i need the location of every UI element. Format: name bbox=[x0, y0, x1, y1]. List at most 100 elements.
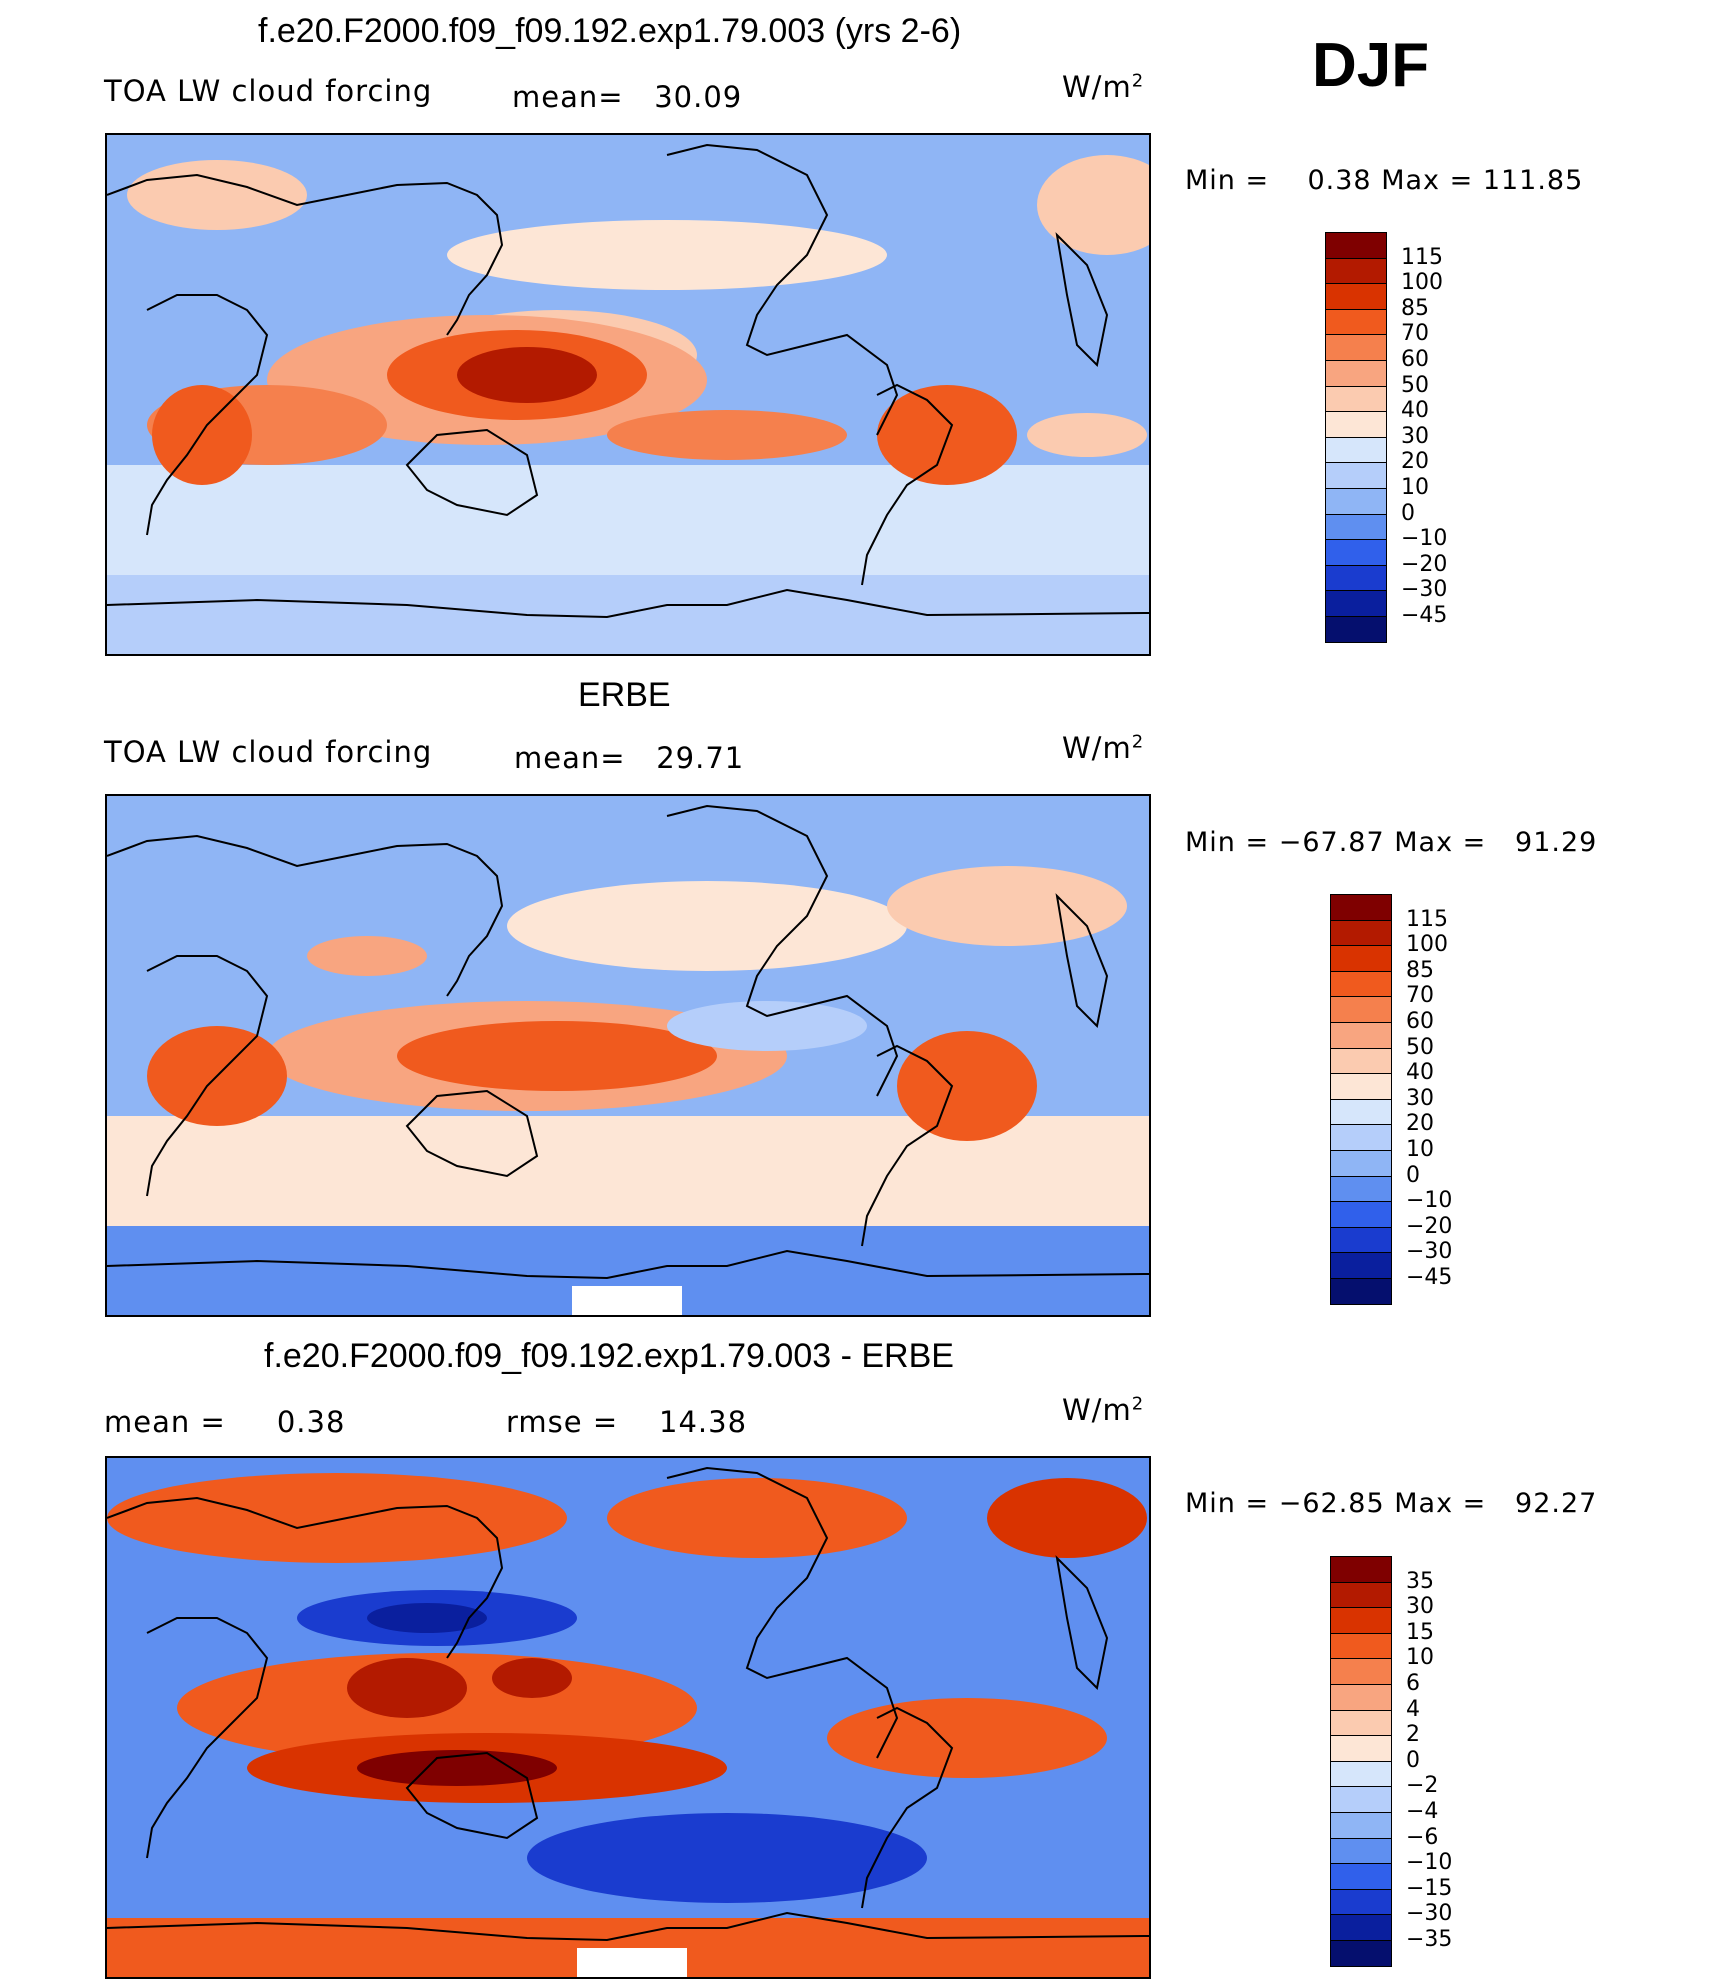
panel1-title: f.e20.F2000.f09_f09.192.exp1.79.003 (yrs… bbox=[258, 12, 962, 50]
panel3-field-blob bbox=[357, 1750, 557, 1786]
panel1-field-blob bbox=[1037, 155, 1149, 255]
colorbar-label: 6 bbox=[1406, 1671, 1420, 1696]
panel3-title: f.e20.F2000.f09_f09.192.exp1.79.003 - ER… bbox=[264, 1337, 954, 1375]
colorbar-label: 10 bbox=[1401, 475, 1429, 500]
coastline bbox=[666, 143, 899, 436]
panel3-rmse-label: rmse = 14.38 bbox=[506, 1405, 747, 1439]
colorbar-label: 100 bbox=[1401, 270, 1443, 296]
colorbar-label: 0 bbox=[1406, 1162, 1420, 1188]
colorbar-label: 40 bbox=[1401, 398, 1429, 424]
colorbar-label: 0 bbox=[1406, 1747, 1420, 1773]
panel1-units: W/m2 bbox=[1062, 70, 1145, 104]
panel3-missing-data bbox=[577, 1948, 687, 1977]
colorbar-label: 35 bbox=[1406, 1568, 1434, 1594]
panel3-field-blob bbox=[827, 1698, 1107, 1778]
panel2-colorbar: 115 100 85 70 60 50 40 30 20 10 0 −10 −20 −30 −45 bbox=[1330, 894, 1530, 1309]
coastline bbox=[146, 294, 269, 536]
panel1-map bbox=[105, 133, 1151, 656]
colorbar-swatch bbox=[1330, 1252, 1392, 1279]
panel1-field-label: TOA LW cloud forcing bbox=[104, 74, 433, 108]
colorbar-label: −10 bbox=[1406, 1850, 1453, 1876]
panel1-mean-key: mean= bbox=[512, 80, 624, 114]
coastline bbox=[107, 1911, 1149, 1942]
colorbar-label: 115 bbox=[1406, 906, 1448, 932]
panel1-field-blob bbox=[127, 160, 307, 230]
colorbar-label: 0 bbox=[1401, 500, 1415, 526]
colorbar-label: −2 bbox=[1406, 1773, 1439, 1799]
colorbar-label: 20 bbox=[1406, 1111, 1434, 1137]
colorbar-swatch bbox=[1330, 1124, 1392, 1151]
colorbar-swatch bbox=[1325, 488, 1387, 515]
colorbar-swatch bbox=[1330, 1735, 1392, 1762]
colorbar-swatch bbox=[1330, 1709, 1392, 1737]
panel1-field-blob bbox=[457, 347, 597, 403]
colorbar-label: 60 bbox=[1401, 347, 1429, 372]
colorbar-swatch bbox=[1325, 436, 1387, 464]
coastline bbox=[666, 1466, 899, 1759]
colorbar-label: 40 bbox=[1406, 1060, 1434, 1086]
colorbar-label: 15 bbox=[1406, 1619, 1434, 1645]
colorbar-swatch bbox=[1330, 1914, 1392, 1941]
colorbar-label: −30 bbox=[1401, 577, 1448, 603]
colorbar-swatch bbox=[1330, 1684, 1392, 1711]
colorbar-swatch bbox=[1325, 257, 1387, 285]
panel2-field-blob bbox=[667, 1001, 867, 1051]
coastline bbox=[861, 1706, 954, 1909]
panel2-mean-label: mean= 29.71 bbox=[514, 741, 744, 775]
colorbar-label: −30 bbox=[1406, 1239, 1453, 1265]
colorbar-swatch bbox=[1330, 1581, 1392, 1609]
colorbar-swatch bbox=[1330, 1837, 1392, 1865]
colorbar-label: −4 bbox=[1406, 1799, 1439, 1824]
colorbar-label: 70 bbox=[1401, 321, 1429, 347]
panel1-minmax: Min = 0.38 Max = 111.85 bbox=[1185, 165, 1584, 196]
colorbar-label: 20 bbox=[1401, 449, 1429, 475]
colorbar-swatch bbox=[1330, 996, 1392, 1023]
season-label: DJF bbox=[1312, 31, 1430, 100]
colorbar-swatch bbox=[1330, 1150, 1392, 1177]
colorbar-swatch bbox=[1330, 1073, 1392, 1100]
panel2-coastlines bbox=[107, 804, 1149, 1280]
panel3-mean-key: mean = bbox=[104, 1405, 226, 1439]
panel3-map-svg bbox=[107, 1458, 1149, 1977]
panel3-units: W/m2 bbox=[1062, 1393, 1145, 1427]
panel3-map bbox=[105, 1456, 1151, 1979]
panel1-field-blob bbox=[607, 410, 847, 460]
panel3-field-blob bbox=[607, 1478, 907, 1558]
panel3-minmax: Min = −62.85 Max = 92.27 bbox=[1185, 1488, 1598, 1519]
colorbar-label: 30 bbox=[1406, 1594, 1434, 1620]
colorbar-swatch bbox=[1330, 1556, 1392, 1583]
panel3-field-blob bbox=[347, 1658, 467, 1718]
panel1-mean-label: mean= 30.09 bbox=[512, 80, 742, 114]
colorbar-swatch bbox=[1330, 1607, 1392, 1634]
coastline bbox=[861, 1044, 954, 1247]
colorbar-swatch bbox=[1330, 1786, 1392, 1813]
colorbar-swatch bbox=[1330, 894, 1392, 921]
panel3-coastlines bbox=[107, 1466, 1149, 1942]
colorbar-swatch bbox=[1330, 919, 1392, 947]
colorbar-swatch bbox=[1325, 462, 1387, 489]
colorbar-label: 50 bbox=[1401, 372, 1429, 398]
panel2-mean-value: 29.71 bbox=[656, 741, 745, 775]
colorbar-swatch bbox=[1330, 1022, 1392, 1049]
colorbar-swatch bbox=[1330, 945, 1392, 972]
colorbar-label: −35 bbox=[1406, 1927, 1453, 1952]
colorbar-swatch bbox=[1330, 1278, 1392, 1305]
colorbar-label: 10 bbox=[1406, 1645, 1434, 1671]
panel3-field-blob bbox=[527, 1813, 927, 1903]
colorbar-swatch bbox=[1325, 564, 1387, 592]
colorbar-swatch bbox=[1330, 1226, 1392, 1254]
panel3-mean-label: mean = 0.38 bbox=[104, 1405, 345, 1439]
panel1-mean-value: 30.09 bbox=[654, 80, 743, 114]
panel2-mean-key: mean= bbox=[514, 741, 626, 775]
coastline bbox=[107, 173, 504, 336]
colorbar-label: −30 bbox=[1406, 1901, 1453, 1927]
colorbar-swatch bbox=[1325, 360, 1387, 387]
colorbar-label: 30 bbox=[1401, 423, 1429, 449]
colorbar-label: 50 bbox=[1406, 1034, 1434, 1060]
coastline bbox=[107, 1496, 504, 1659]
coastline bbox=[1055, 232, 1109, 368]
coastline bbox=[405, 1089, 539, 1178]
panel1-field-blob bbox=[1027, 413, 1147, 457]
colorbar-swatch bbox=[1325, 232, 1387, 259]
coastline bbox=[146, 1617, 269, 1859]
